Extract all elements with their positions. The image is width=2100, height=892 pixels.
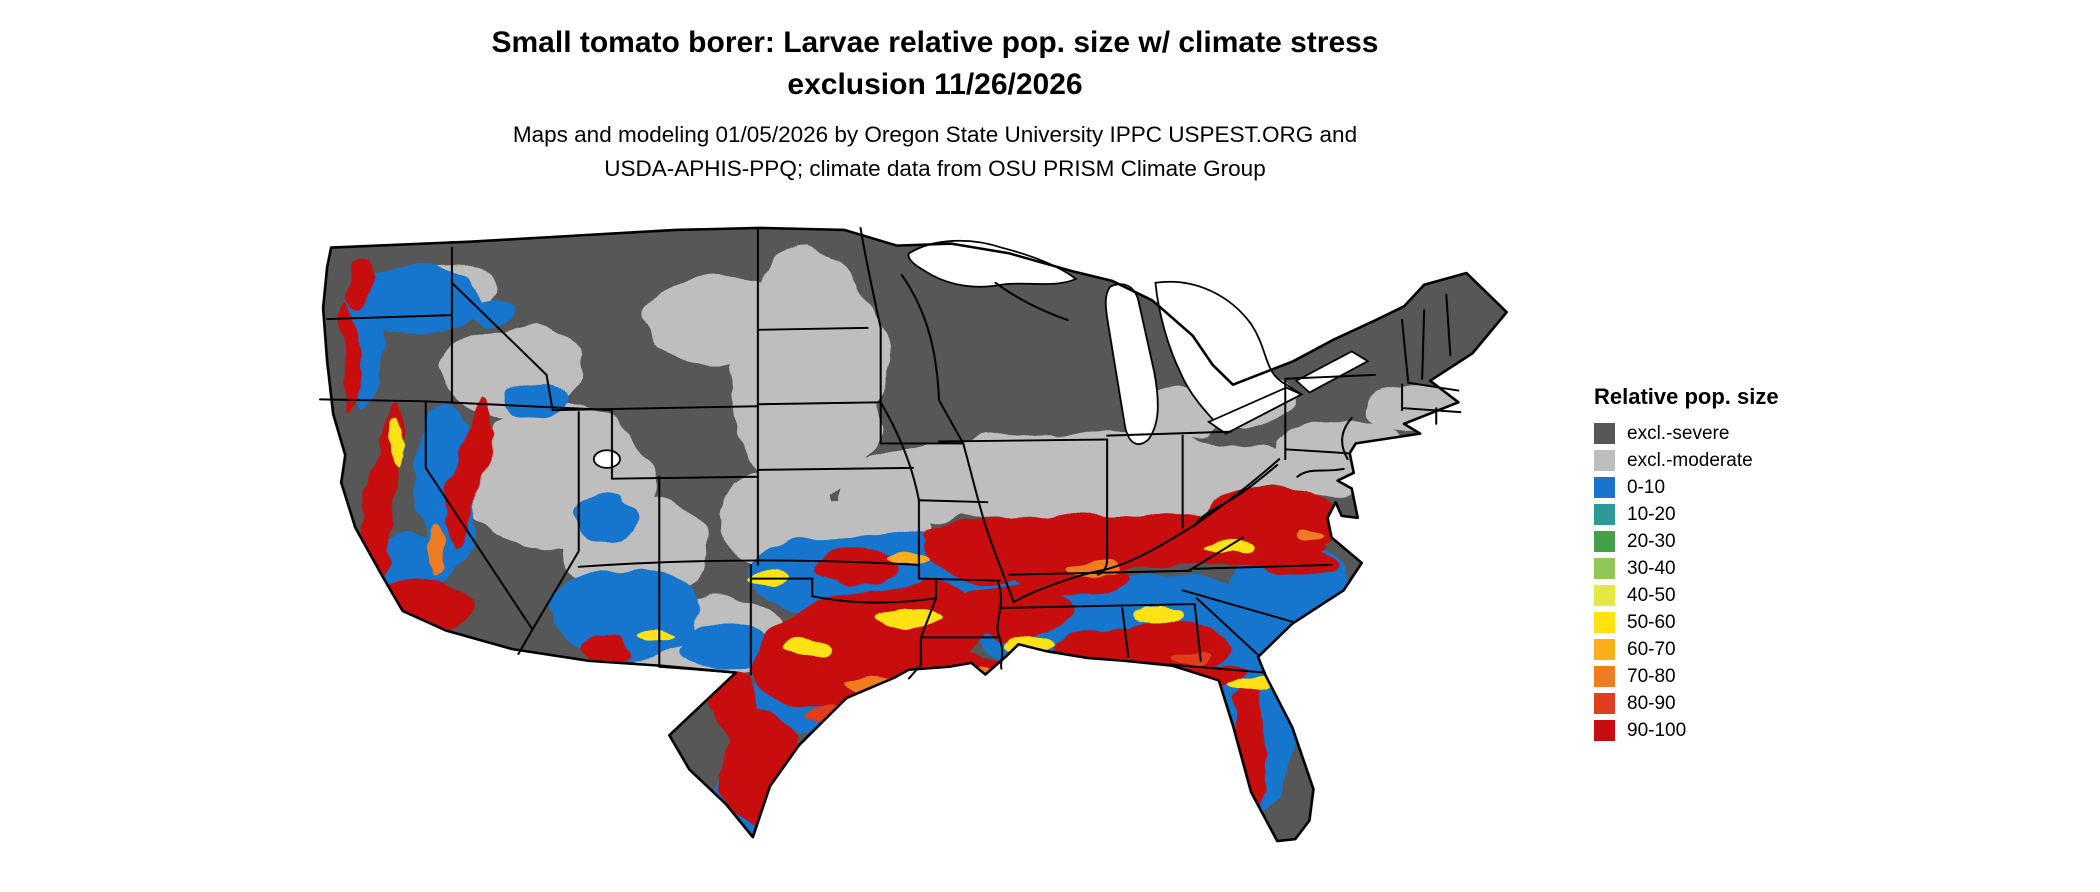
legend-swatch — [1594, 584, 1615, 606]
great-salt-lake — [592, 449, 621, 469]
legend-label: 20-30 — [1627, 530, 1676, 552]
legend-swatch — [1594, 665, 1615, 687]
lake-ontario — [1294, 350, 1370, 394]
legend-label: 0-10 — [1627, 476, 1666, 498]
subtitle-line-2: USDA-APHIS-PPQ; climate data from OSU PR… — [604, 156, 1266, 181]
legend-item: excl.-severe — [1594, 422, 1779, 444]
lake-superior — [907, 239, 1078, 288]
us-raster-map — [305, 226, 1553, 892]
title-line-1: Small tomato borer: Larvae relative pop.… — [491, 26, 1379, 59]
legend-item: 10-20 — [1594, 503, 1779, 525]
legend-item: 60-70 — [1594, 638, 1779, 660]
legend-label: excl.-severe — [1627, 422, 1730, 444]
legend-swatch — [1594, 422, 1615, 444]
legend-swatch — [1594, 449, 1615, 471]
us-outline — [321, 226, 1509, 843]
legend: Relative pop. size excl.-severe excl.-mod… — [1594, 384, 1779, 746]
great-lakes — [592, 239, 1370, 469]
us-map-svg — [319, 226, 1509, 843]
legend-swatch — [1594, 530, 1615, 552]
header: Small tomato borer: Larvae relative pop.… — [0, 22, 1870, 186]
legend-items: excl.-severe excl.-moderate 0-10 10-20 20-30… — [1594, 422, 1779, 741]
legend-label: 90-100 — [1627, 719, 1687, 741]
legend-label: 30-40 — [1627, 557, 1676, 579]
lake-erie — [1206, 386, 1304, 435]
legend-item: 0-10 — [1594, 476, 1779, 498]
legend-label: 40-50 — [1627, 584, 1676, 606]
legend-label: 50-60 — [1627, 611, 1676, 633]
legend-item: 30-40 — [1594, 557, 1779, 579]
legend-swatch — [1594, 638, 1615, 660]
legend-label: 60-70 — [1627, 638, 1676, 660]
legend-item: excl.-moderate — [1594, 449, 1779, 471]
legend-swatch — [1594, 719, 1615, 741]
subtitle-line-1: Maps and modeling 01/05/2026 by Oregon S… — [512, 122, 1358, 147]
legend-item: 20-30 — [1594, 530, 1779, 552]
legend-label: 70-80 — [1627, 665, 1676, 687]
legend-item: 90-100 — [1594, 719, 1779, 741]
legend-swatch — [1594, 557, 1615, 579]
page-title: Small tomato borer: Larvae relative pop.… — [0, 22, 1870, 106]
legend-swatch — [1594, 692, 1615, 714]
legend-label: excl.-moderate — [1627, 449, 1753, 471]
legend-item: 40-50 — [1594, 584, 1779, 606]
legend-label: 10-20 — [1627, 503, 1676, 525]
legend-item: 80-90 — [1594, 692, 1779, 714]
legend-item: 50-60 — [1594, 611, 1779, 633]
legend-item: 70-80 — [1594, 665, 1779, 687]
legend-title: Relative pop. size — [1594, 384, 1779, 409]
legend-swatch — [1594, 476, 1615, 498]
page-subtitle: Maps and modeling 01/05/2026 by Oregon S… — [0, 118, 1870, 186]
title-line-2: exclusion 11/26/2026 — [787, 68, 1083, 101]
legend-swatch — [1594, 611, 1615, 633]
legend-swatch — [1594, 503, 1615, 525]
legend-label: 80-90 — [1627, 692, 1676, 714]
